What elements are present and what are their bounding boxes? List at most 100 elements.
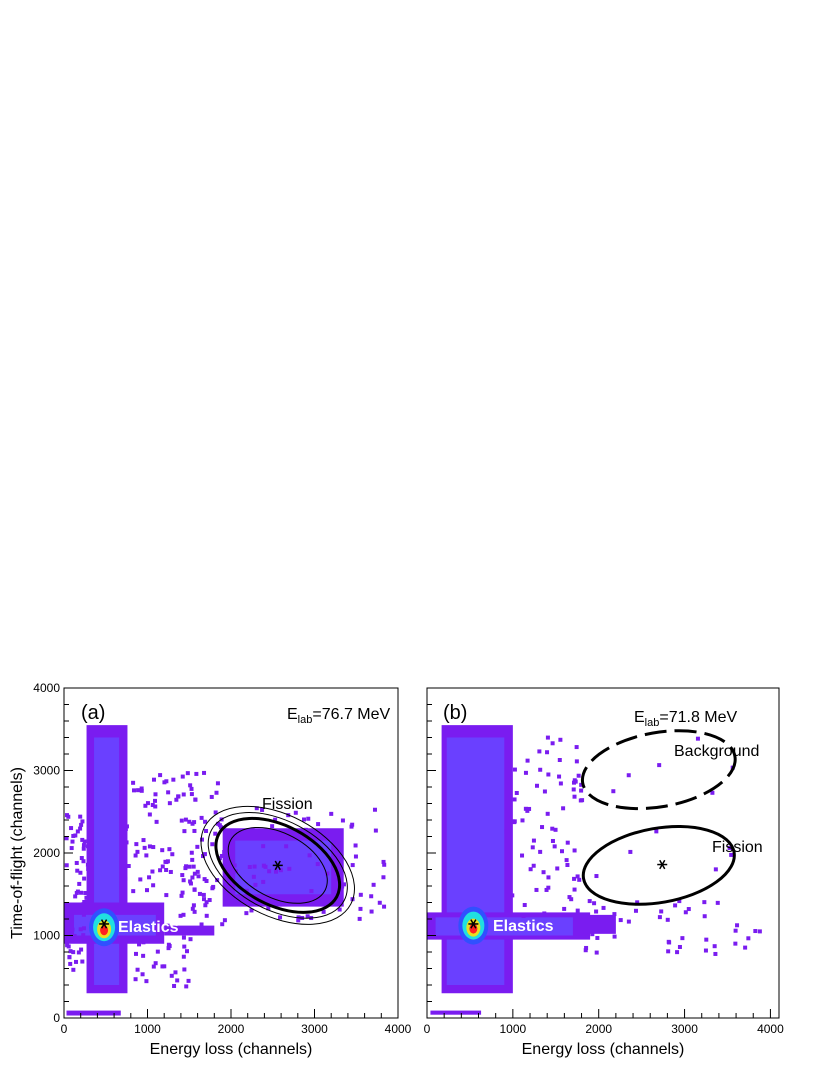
hist-cell <box>565 862 570 867</box>
hist-cell <box>249 908 254 913</box>
hist-cell <box>204 828 209 833</box>
hist-cell <box>316 822 321 827</box>
hist-cell <box>654 829 659 834</box>
hist-cell <box>70 839 75 844</box>
hist-cell <box>542 911 547 916</box>
hist-cell <box>151 883 156 888</box>
hist-cell <box>340 818 345 823</box>
hist-cell <box>133 977 138 982</box>
hist-cell <box>199 922 204 927</box>
hist-cell <box>626 919 631 924</box>
y-tick-label: 0 <box>53 1011 60 1025</box>
hist-cell <box>665 917 670 922</box>
hist-cell <box>253 882 258 887</box>
hist-cell <box>149 905 154 910</box>
hist-cell <box>184 864 189 869</box>
hist-cell <box>201 897 206 902</box>
hist-cell <box>512 820 517 825</box>
hist-cell <box>188 783 193 788</box>
hist-cell <box>309 889 314 894</box>
x-tick-label: 4000 <box>385 1022 412 1036</box>
hist-cell <box>154 819 159 824</box>
hist-cell <box>190 906 195 911</box>
hist-cell <box>583 948 588 953</box>
panel-b-x-axis-title: Energy loss (channels) <box>522 1041 685 1058</box>
hist-cell <box>337 907 342 912</box>
hist-cell <box>369 894 374 899</box>
hist-cell <box>296 918 301 923</box>
hist-cell <box>542 789 547 794</box>
hist-cell <box>522 903 527 908</box>
hist-cell <box>306 816 311 821</box>
hist-cell <box>66 944 71 949</box>
hist-cell <box>133 951 138 956</box>
hist-cell <box>528 867 533 872</box>
hist-cell <box>151 845 156 850</box>
gate-ellipse <box>581 824 736 906</box>
hist-cell <box>564 858 569 863</box>
panel-a-label: (a) <box>81 702 105 724</box>
hist-cell <box>182 944 187 949</box>
hist-cell <box>583 933 588 938</box>
hist-cell <box>175 978 180 983</box>
hist-cell <box>84 899 89 904</box>
hist-cell <box>135 967 140 972</box>
hist-cell <box>86 905 91 910</box>
hist-cell <box>601 905 606 910</box>
hist-cell <box>293 810 298 815</box>
hist-cell <box>594 950 599 955</box>
hist-cell <box>673 903 678 908</box>
hist-cell <box>546 885 551 890</box>
panel-b-markers <box>468 859 668 929</box>
hist-cell <box>81 846 86 851</box>
x-tick-label: 3000 <box>301 1022 328 1036</box>
hist-cell <box>561 806 566 811</box>
hist-cell <box>164 893 169 898</box>
x-tick-label: 3000 <box>671 1022 698 1036</box>
hist-cell <box>67 955 72 960</box>
hist-cell <box>202 877 207 882</box>
hist-cell <box>153 926 158 931</box>
hist-cell <box>192 828 197 833</box>
hist-cell <box>584 945 589 950</box>
hist-cell <box>199 815 204 820</box>
hist-cell <box>633 908 638 913</box>
hist-cell <box>68 949 73 954</box>
hist-cell <box>222 849 227 854</box>
hist-cell <box>186 978 191 983</box>
hist-cell <box>635 900 640 905</box>
hist-cell <box>171 777 176 782</box>
hist-cell <box>553 827 558 832</box>
hist-cell <box>213 810 218 815</box>
hist-cell <box>702 900 707 905</box>
hist-cell <box>139 788 144 793</box>
hist-cell <box>135 849 140 854</box>
hist-cell <box>612 912 617 917</box>
hist-cell <box>562 906 567 911</box>
hist-cell <box>504 829 509 834</box>
x-tick-label: 2000 <box>218 1022 245 1036</box>
hist-cell <box>267 869 272 874</box>
hist-cell <box>172 983 177 988</box>
hist-cell <box>141 838 146 843</box>
hist-cell <box>321 909 326 914</box>
panel-b-gates <box>580 729 737 906</box>
panel-a-elastics-label: Elastics <box>118 919 179 936</box>
hist-cell <box>575 874 580 879</box>
hist-cell <box>204 913 209 918</box>
hist-cell <box>163 859 168 864</box>
hist-cell <box>85 862 90 867</box>
centroid-marker <box>659 859 666 870</box>
hist-cell <box>189 786 194 791</box>
hist-cell <box>571 780 576 785</box>
hist-cell <box>173 970 178 975</box>
gate-ellipse <box>214 816 342 914</box>
hist-cell <box>151 777 156 782</box>
hist-cell <box>68 961 73 966</box>
x-tick-label: 4000 <box>757 1022 784 1036</box>
hist-cell <box>132 906 137 911</box>
hist-cell <box>544 887 549 892</box>
hist-cell <box>94 737 120 985</box>
hist-cell <box>545 750 550 755</box>
hist-cell <box>675 950 680 955</box>
